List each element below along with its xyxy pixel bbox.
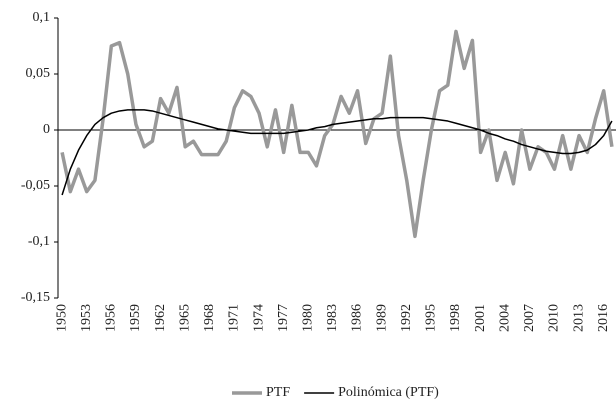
x-tick-label: 2001 xyxy=(473,304,488,332)
x-tick-label: 1950 xyxy=(54,304,69,332)
x-tick-label: 1986 xyxy=(350,304,365,332)
legend-label: Polinómica (PTF) xyxy=(338,385,439,400)
x-tick-label: 1977 xyxy=(276,304,291,332)
x-tick-label: 1959 xyxy=(128,304,143,332)
y-tick-label: -0,1 xyxy=(28,234,50,249)
x-tick-label: 1995 xyxy=(424,304,439,332)
y-tick-label: 0,1 xyxy=(33,10,51,25)
x-tick-label: 1971 xyxy=(227,304,242,332)
y-tick-label: 0 xyxy=(43,122,50,137)
y-tick-label: 0,05 xyxy=(26,66,51,81)
x-tick-label: 1980 xyxy=(300,304,315,332)
x-tick-label: 1974 xyxy=(251,304,266,332)
x-tick-label: 1989 xyxy=(374,304,389,332)
x-tick-label: 1962 xyxy=(153,304,168,332)
y-tick-label: -0,15 xyxy=(21,290,50,305)
x-tick-label: 1965 xyxy=(177,304,192,332)
x-tick-label: 1992 xyxy=(399,304,414,332)
x-tick-label: 1953 xyxy=(79,304,94,332)
x-tick-label: 2010 xyxy=(547,304,562,332)
x-tick-label: 2016 xyxy=(596,304,611,332)
x-tick-label: 2004 xyxy=(497,304,512,332)
x-tick-label: 1983 xyxy=(325,304,340,332)
y-tick-label: -0,05 xyxy=(21,178,50,193)
x-tick-label: 1968 xyxy=(202,304,217,332)
series-line xyxy=(61,109,613,196)
x-tick-label: 1956 xyxy=(104,304,119,332)
legend-label: PTF xyxy=(266,385,290,400)
x-tick-label: 1998 xyxy=(448,304,463,332)
x-tick-label: 2013 xyxy=(571,304,586,332)
series-line xyxy=(60,29,614,239)
x-tick-label: 2007 xyxy=(522,304,537,332)
